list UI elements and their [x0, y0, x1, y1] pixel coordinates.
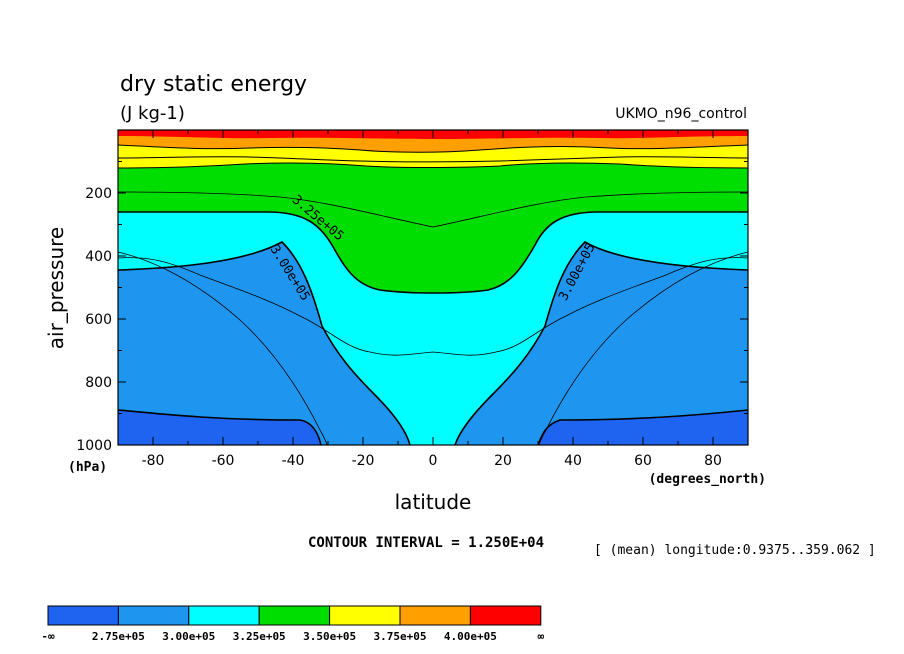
fill-band-3.25e5-3.50e5 [118, 130, 748, 293]
x-tick-label: 80 [704, 453, 722, 469]
contour-line-337e5 [118, 191, 748, 228]
colorbar-label: 3.50e+05 [303, 630, 356, 643]
chart-units: (J kg-1) [120, 103, 185, 124]
x-tick-label: 60 [634, 453, 652, 469]
colorbar-label: -∞ [41, 630, 55, 643]
x-tick-label: 0 [429, 453, 438, 469]
contour-line-375e5 [118, 156, 748, 163]
contour-line-312e5 [118, 257, 748, 356]
x-axis: -80 -60 -40 -20 0 20 40 60 80 [117, 130, 749, 469]
colorbar-swatch [329, 605, 401, 626]
contour-line-325e5 [118, 211, 748, 294]
x-axis-units: (degrees_north) [649, 472, 766, 487]
y-tick-label: 200 [85, 186, 112, 202]
colorbar-swatch [399, 605, 471, 626]
colorbar-swatch [469, 605, 542, 626]
colorbar: -∞ 2.75e+05 3.00e+05 3.25e+05 3.50e+05 3.75e+… [41, 605, 544, 643]
colorbar-label: 3.75e+05 [374, 630, 427, 643]
colorbar-label: ∞ [537, 630, 544, 643]
x-tick-label: -20 [352, 453, 375, 469]
colorbar-swatch [258, 605, 331, 626]
mean-longitude-text: [ (mean) longitude:0.9375..359.062 ] [594, 543, 876, 558]
contour-interval-text: CONTOUR INTERVAL = 1.250E+04 [308, 535, 544, 551]
x-tick-label: 40 [564, 453, 582, 469]
y-tick-label: 400 [85, 249, 112, 265]
y-tick-label: 600 [85, 312, 112, 328]
contour-line-350e5 [118, 162, 748, 169]
x-axis-label: latitude [395, 490, 472, 514]
chart-title: dry static energy [120, 72, 307, 97]
x-tick-label: 20 [494, 453, 512, 469]
y-tick-label: 800 [85, 375, 112, 391]
colorbar-label: 4.00e+05 [444, 630, 497, 643]
colorbar-label: 3.00e+05 [162, 630, 215, 643]
colorbar-label: 3.25e+05 [233, 630, 286, 643]
contour-lines [118, 144, 748, 445]
colorbar-label: 2.75e+05 [92, 630, 145, 643]
y-tick-label: 1000 [76, 438, 112, 454]
x-tick-label: -60 [212, 453, 235, 469]
contour-line-287e5-south [118, 251, 328, 445]
colorbar-swatch [188, 605, 260, 626]
x-tick-label: -80 [142, 453, 165, 469]
y-axis: 200 400 600 800 1000 [76, 161, 748, 454]
y-axis-units: (hPa) [68, 460, 107, 475]
colorbar-swatch [47, 605, 119, 626]
contour-line-275e5-south [118, 409, 322, 445]
contour-line-400e5 [118, 144, 748, 153]
y-axis-label: air_pressure [44, 227, 68, 349]
plot-area: 3.25e+05 3.00e+05 3.00e+05 [118, 130, 748, 445]
colorbar-swatch [117, 605, 190, 626]
x-tick-label: -40 [282, 453, 305, 469]
dataset-label: UKMO_n96_control [615, 106, 747, 122]
contour-line-300e5-north [454, 241, 748, 445]
contour-line-300e5-south [118, 241, 411, 445]
contour-line-275e5-north [537, 409, 748, 445]
